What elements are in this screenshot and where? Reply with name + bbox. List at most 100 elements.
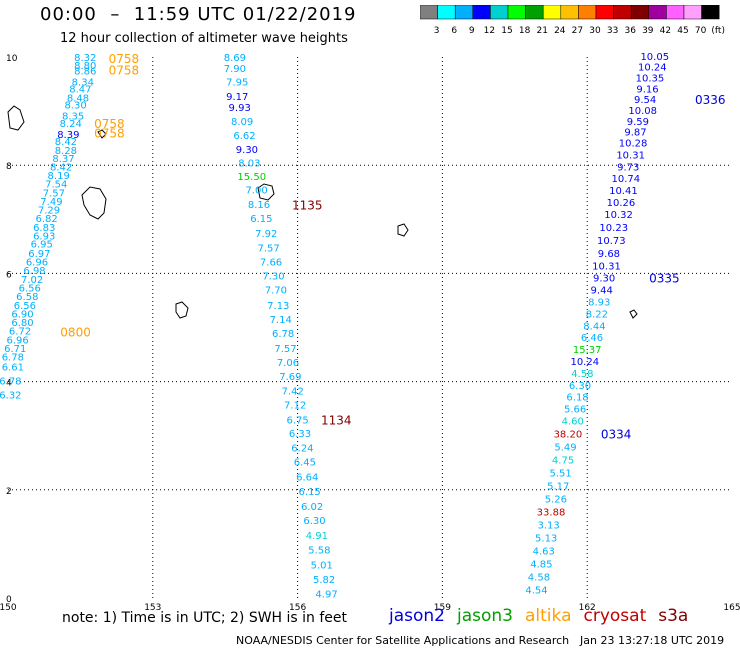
wave-height-point: 6.75 — [286, 415, 308, 426]
wave-height-point: 6.15 — [299, 487, 321, 498]
wave-height-point: 4.54 — [525, 585, 547, 596]
wave-height-point: 6.02 — [301, 502, 323, 513]
wave-height-point: 10.31 — [592, 261, 621, 272]
wave-height-point: 7.57 — [258, 243, 280, 254]
page-subtitle: 12 hour collection of altimeter wave hei… — [60, 31, 348, 46]
legend-item-cryosat: cryosat — [583, 606, 647, 626]
wave-height-point: 5.01 — [311, 560, 333, 571]
island-outline — [629, 309, 638, 319]
wave-height-point: 7.66 — [260, 257, 282, 268]
axis-tick-labels: 150 153 156 159 162 165 0 2 4 6 8 10 — [0, 54, 740, 613]
wave-height-point: 3.13 — [537, 520, 559, 531]
wave-height-point: 6.56 — [19, 283, 41, 294]
wave-height-point: 9.87 — [624, 128, 646, 139]
wave-height-point: 9.59 — [627, 117, 649, 128]
wave-height-point: 10.05 — [640, 52, 669, 63]
satellite-legend: jason2 jason3 altika cryosat s3a — [389, 606, 700, 626]
wave-height-point: 9.54 — [634, 95, 656, 106]
y-tick-label: 0 — [6, 595, 12, 605]
wave-height-point: 6.95 — [31, 240, 53, 251]
wave-height-point: 6.78 — [0, 377, 22, 388]
wave-height-point: 6.61 — [2, 362, 24, 373]
wave-height-point: 6.56 — [14, 301, 36, 312]
colorbar-label: 6 — [451, 26, 457, 36]
island-outline — [81, 186, 107, 220]
wave-height-point: 5.13 — [535, 533, 557, 544]
wave-height-point: 8.69 — [224, 53, 246, 64]
wave-height-point: 5.17 — [547, 481, 569, 492]
wave-height-point: 10.24 — [638, 63, 667, 74]
wave-height-point: 6.78 — [2, 353, 24, 364]
colorbar-label: 18 — [519, 26, 531, 36]
island-outline — [175, 301, 189, 319]
wave-height-point: 9.68 — [598, 249, 620, 260]
wave-height-point: 8.28 — [55, 146, 77, 157]
wave-height-point: 8.47 — [69, 84, 91, 95]
x-tick-label: 156 — [289, 603, 306, 613]
pass-time-label: 1134 — [321, 413, 352, 427]
wave-height-point: 5.26 — [545, 494, 567, 505]
wave-height-point: 7.02 — [21, 275, 43, 286]
pass-time-label: 0758 — [94, 117, 125, 131]
colorbar-label: 33 — [607, 26, 618, 36]
pass-time-label: 0758 — [109, 52, 140, 66]
wave-height-point: 7.13 — [267, 301, 289, 312]
wave-height-point: 6.32 — [0, 391, 22, 402]
wave-height-point: 7.00 — [245, 186, 267, 197]
colorbar-label: 42 — [660, 26, 671, 36]
pass-time-label: 0758 — [109, 63, 140, 77]
wave-height-point: 6.96 — [7, 335, 29, 346]
legend-item-s3a: s3a — [658, 606, 689, 626]
wave-height-point: 10.28 — [619, 138, 648, 149]
wave-height-point: 7.54 — [45, 180, 67, 191]
wave-height-point: 6.93 — [33, 232, 55, 243]
wave-height-point: 10.35 — [636, 74, 665, 85]
wave-height-point: 5.49 — [554, 443, 576, 454]
wave-height-point: 6.45 — [294, 458, 316, 469]
wave-height-point: 5.82 — [313, 575, 335, 586]
wave-height-point: 5.66 — [564, 405, 586, 416]
wave-height-point: 33.88 — [537, 507, 566, 518]
wave-height-point: 9.73 — [617, 162, 639, 173]
pass-time-label: 0335 — [649, 272, 680, 286]
wave-height-point: 6.24 — [291, 444, 313, 455]
wave-height-point: 6.83 — [33, 223, 55, 234]
x-tick-label: 153 — [144, 603, 161, 613]
wave-height-labels: 8.328.808.868.348.478.488.308.358.248.39… — [0, 52, 669, 601]
wave-height-point: 8.44 — [583, 321, 605, 332]
wave-height-point: 4.85 — [530, 559, 552, 570]
colorbar-label: 30 — [589, 26, 601, 36]
colorbar-label: 27 — [572, 26, 583, 36]
wave-height-point: 4.58 — [528, 572, 550, 583]
wave-height-point: 10.41 — [609, 186, 638, 197]
island-outlines — [7, 105, 638, 319]
wave-height-point: 4.91 — [306, 531, 328, 542]
wave-height-point: 6.15 — [250, 214, 272, 225]
y-tick-label: 4 — [6, 379, 12, 389]
wave-height-point: 9.17 — [226, 92, 248, 103]
wave-height-point: 7.30 — [262, 272, 284, 283]
wave-height-point: 4.60 — [562, 417, 584, 428]
island-outline — [397, 223, 409, 237]
wave-height-point: 10.08 — [628, 106, 657, 117]
wave-height-point: 10.26 — [607, 198, 636, 209]
wave-height-point: 10.32 — [604, 210, 633, 221]
wave-height-point: 5.58 — [308, 545, 330, 556]
wave-height-point: 8.32 — [74, 53, 96, 64]
colorbar-label: 45 — [677, 26, 688, 36]
wave-height-point: 6.96 — [26, 257, 48, 268]
island-outline — [97, 129, 107, 139]
wave-height-point: 7.69 — [279, 372, 301, 383]
wave-height-point: 6.98 — [23, 266, 45, 277]
colorbar-label: 3 — [434, 26, 440, 36]
colorbar-swatch — [701, 5, 720, 20]
x-tick-label: 150 — [0, 603, 17, 613]
wave-height-point: 8.86 — [74, 67, 96, 78]
wave-height-point: 9.44 — [591, 286, 613, 297]
colorbar-label: 39 — [642, 26, 654, 36]
colorbar-label: 21 — [536, 26, 547, 36]
wave-height-point: 9.30 — [593, 274, 615, 285]
wave-height-point: 7.12 — [284, 400, 306, 411]
